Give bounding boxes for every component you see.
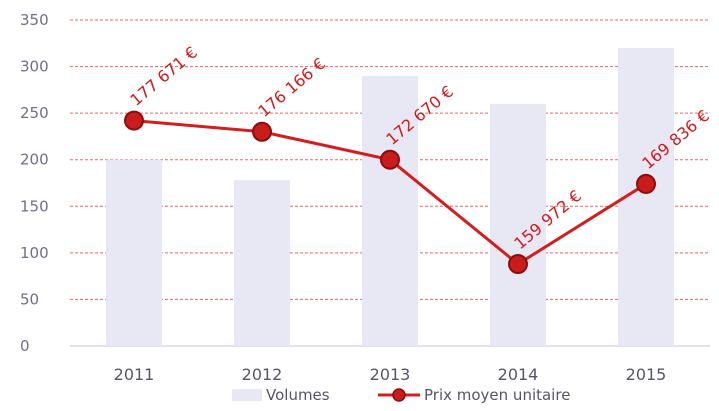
price-label-2012: 176 166 € — [254, 54, 329, 121]
y-tick-label-250: 250 — [20, 104, 49, 122]
price-point-2014 — [508, 254, 528, 275]
x-tick-label-2015: 2015 — [626, 365, 667, 384]
bar-2011 — [106, 159, 162, 346]
y-tick-label-100: 100 — [20, 244, 49, 262]
x-tick-label-2014: 2014 — [498, 365, 539, 384]
legend-swatch-volumes — [232, 389, 262, 401]
bar-2014 — [490, 103, 546, 346]
y-tick-label-0: 0 — [20, 337, 30, 355]
y-tick-label-200: 200 — [20, 151, 49, 169]
x-tick-label-2011: 2011 — [114, 365, 155, 384]
bar-2013 — [362, 75, 418, 346]
y-tick-label-300: 300 — [20, 58, 49, 76]
price-point-2013 — [380, 149, 400, 170]
price-label-2011: 177 671 € — [126, 43, 201, 110]
legend-marker-price — [392, 388, 406, 402]
bar-2012 — [234, 180, 290, 346]
bars — [106, 47, 674, 346]
y-axis-ticks: 0 50 100 150 200 250 300 350 — [20, 11, 49, 355]
legend-label-price: Prix moyen unitaire — [424, 386, 570, 404]
y-tick-label-50: 50 — [20, 290, 39, 308]
legend-label-volumes: Volumes — [266, 386, 330, 404]
price-point-2015 — [636, 173, 656, 194]
y-tick-label-350: 350 — [20, 11, 49, 29]
x-axis-ticks: 2011 2012 2013 2014 2015 — [114, 365, 667, 384]
price-point-2011 — [124, 110, 144, 131]
y-tick-label-150: 150 — [20, 197, 49, 215]
x-tick-label-2013: 2013 — [370, 365, 411, 384]
price-line — [124, 110, 656, 275]
x-tick-label-2012: 2012 — [242, 365, 283, 384]
legend: Volumes Prix moyen unitaire — [232, 386, 570, 404]
price-point-2012 — [252, 121, 272, 142]
